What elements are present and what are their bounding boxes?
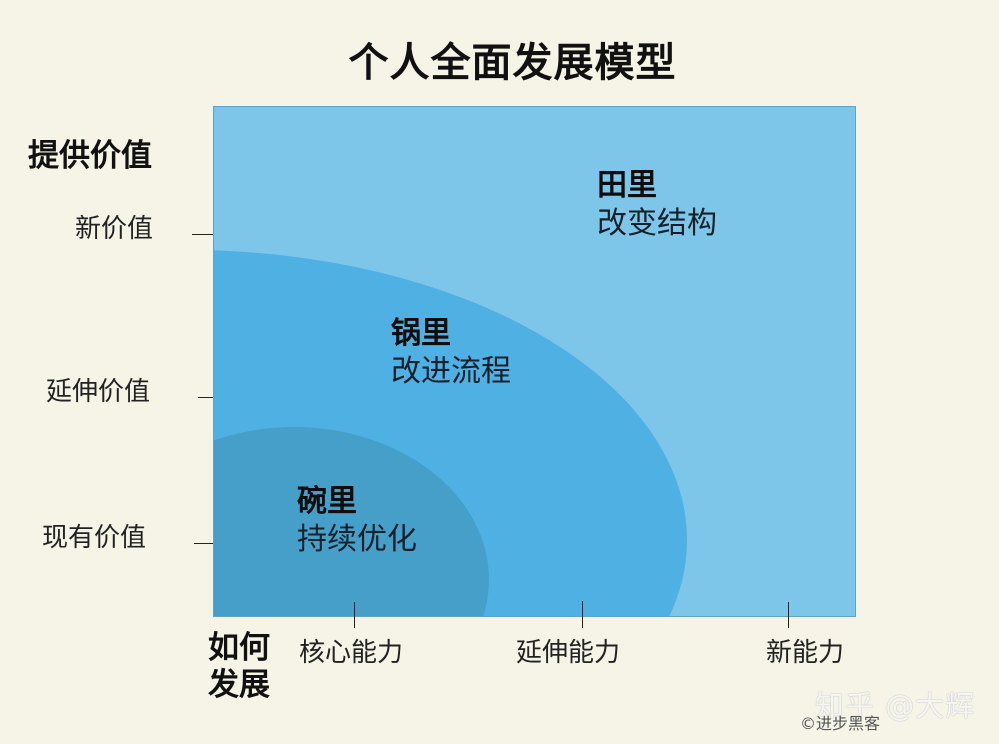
zone-field-label: 田里 改变结构 [597,167,717,242]
zone-bowl-title: 碗里 [297,484,357,519]
x-tick-label-core-ability: 核心能力 [299,638,404,668]
y-tick-label-extended-value: 延伸价值 [46,377,151,407]
zone-pot-title: 锅里 [391,316,451,351]
zone-field-subtitle: 改变结构 [597,205,717,241]
watermark: 知乎 @大辉 [815,689,976,723]
zone-bowl-subtitle: 持续优化 [297,521,417,557]
y-tick-mark [194,543,231,544]
x-tick-label-extended-ability: 延伸能力 [516,638,621,668]
x-tick-mark [582,601,583,628]
plot-area: 田里 改变结构 锅里 改进流程 碗里 持续优化 [213,106,856,617]
zone-pot-subtitle: 改进流程 [391,353,511,389]
y-axis-heading: 提供价值 [28,138,152,174]
zone-field-title: 田里 [597,168,657,203]
x-tick-mark [788,602,789,628]
zone-bowl-label: 碗里 持续优化 [297,483,417,558]
diagram-title: 个人全面发展模型 [348,39,677,86]
y-tick-mark [192,234,229,235]
zone-pot-label: 锅里 改进流程 [391,315,511,390]
x-tick-label-new-ability: 新能力 [766,638,845,668]
x-axis-heading: 如何发展 [208,630,270,703]
y-tick-label-existing-value: 现有价值 [42,523,147,553]
y-tick-label-new-value: 新价值 [75,214,154,244]
copyright-text: ©进步黑客 [800,714,881,733]
x-tick-mark [354,602,355,628]
